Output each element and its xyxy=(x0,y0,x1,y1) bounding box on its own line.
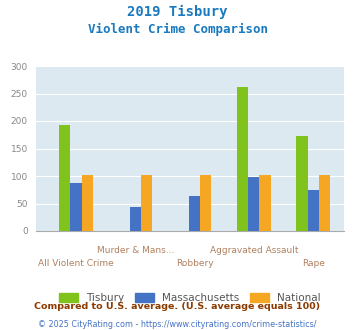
Bar xyxy=(296,136,307,231)
Bar xyxy=(260,175,271,231)
Text: © 2025 CityRating.com - https://www.cityrating.com/crime-statistics/: © 2025 CityRating.com - https://www.city… xyxy=(38,320,317,329)
Text: Rape: Rape xyxy=(302,259,324,268)
Text: 2019 Tisbury: 2019 Tisbury xyxy=(127,5,228,19)
Bar xyxy=(82,175,93,231)
Bar xyxy=(200,175,212,231)
Text: Violent Crime Comparison: Violent Crime Comparison xyxy=(87,23,268,36)
Bar xyxy=(59,125,70,231)
Legend: Tisbury, Massachusetts, National: Tisbury, Massachusetts, National xyxy=(55,289,324,307)
Bar xyxy=(70,182,82,231)
Text: Compared to U.S. average. (U.S. average equals 100): Compared to U.S. average. (U.S. average … xyxy=(34,302,321,311)
Bar xyxy=(307,190,319,231)
Text: All Violent Crime: All Violent Crime xyxy=(38,259,114,268)
Text: Aggravated Assault: Aggravated Assault xyxy=(210,246,298,255)
Bar xyxy=(141,175,152,231)
Bar xyxy=(248,177,260,231)
Text: Robbery: Robbery xyxy=(176,259,213,268)
Bar xyxy=(319,175,330,231)
Bar xyxy=(189,196,200,231)
Text: Murder & Mans...: Murder & Mans... xyxy=(97,246,174,255)
Bar xyxy=(237,87,248,231)
Bar xyxy=(130,207,141,231)
